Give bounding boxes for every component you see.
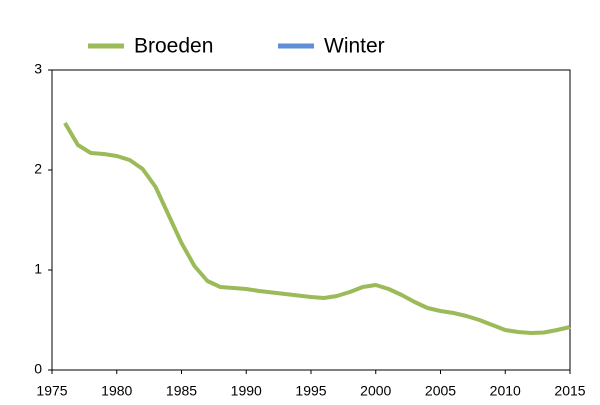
y-tick-label: 1: [34, 261, 42, 277]
legend-label: Broeden: [134, 35, 213, 58]
y-tick-label: 2: [34, 161, 42, 177]
x-tick-label: 1995: [295, 383, 326, 399]
x-tick-label: 2010: [490, 383, 521, 399]
series-line: [63, 121, 571, 335]
x-tick-label: 2015: [554, 383, 585, 399]
y-tick-label: 0: [34, 361, 42, 377]
legend-label: Winter: [324, 35, 385, 58]
x-tick-label: 1980: [101, 383, 132, 399]
x-tick-label: 2005: [425, 383, 456, 399]
x-tick-label: 1975: [36, 383, 67, 399]
x-tick-label: 2000: [360, 383, 391, 399]
y-tick-label: 3: [34, 61, 42, 77]
x-tick-label: 1990: [231, 383, 262, 399]
x-tick-label: 1985: [166, 383, 197, 399]
